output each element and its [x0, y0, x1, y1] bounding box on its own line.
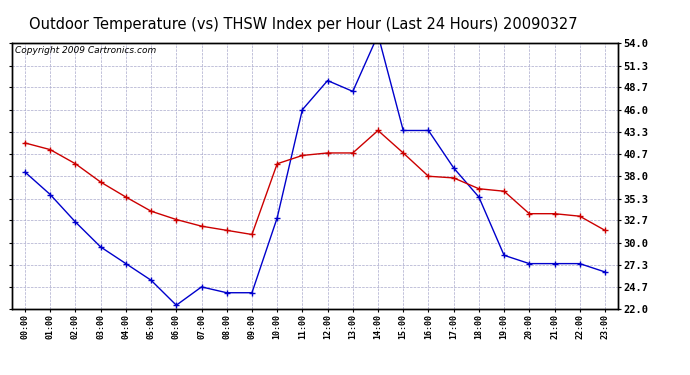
Text: Outdoor Temperature (vs) THSW Index per Hour (Last 24 Hours) 20090327: Outdoor Temperature (vs) THSW Index per … [29, 17, 578, 32]
Text: Copyright 2009 Cartronics.com: Copyright 2009 Cartronics.com [15, 46, 157, 55]
